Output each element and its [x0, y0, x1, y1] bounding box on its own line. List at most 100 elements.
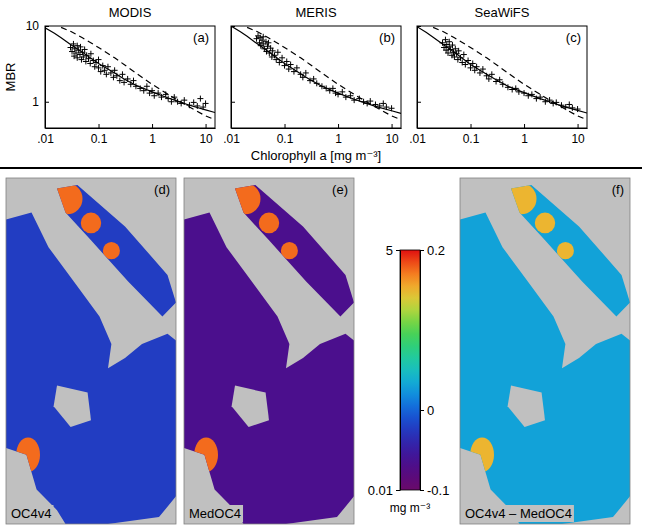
sea: [6, 213, 176, 524]
tick-mark: [152, 124, 153, 128]
colorbar-ramp: [400, 250, 420, 490]
tick: [417, 26, 421, 27]
data-point: [260, 34, 266, 40]
curve: [247, 27, 401, 119]
data-point: [110, 74, 116, 80]
coastal-value: [281, 242, 298, 259]
map-area: [460, 178, 630, 524]
data-point: [461, 52, 467, 58]
tick-label: .01: [409, 132, 426, 146]
tick-label: 1: [335, 132, 342, 146]
tick-label: 10: [385, 132, 399, 146]
tick: 1: [335, 124, 342, 146]
land: [6, 178, 176, 524]
panel: .010.1110110MODIS(a)MBR: [3, 5, 216, 146]
tick: 0.2: [420, 243, 445, 258]
tick-mark: [471, 124, 472, 128]
curve: [231, 26, 401, 113]
data-point: [456, 48, 462, 54]
tick-label: 0.1: [91, 132, 108, 146]
tick-mark: [392, 124, 393, 128]
tick-mark: [231, 102, 235, 103]
map-frame: [460, 178, 630, 524]
panel: .010.1110SeaWiFS(c): [409, 5, 587, 146]
tick-mark: [417, 102, 421, 103]
tick: 0.1: [91, 124, 108, 146]
data-point: [82, 46, 88, 52]
tick-label: 10: [199, 132, 213, 146]
data-point: [88, 51, 94, 57]
tick-label: -0.1: [427, 483, 449, 498]
axis-line: [46, 128, 216, 129]
map-caption: OC4v4: [11, 506, 51, 521]
tick-label: 5: [386, 243, 393, 258]
coastal-band: [470, 183, 574, 472]
panel-letter: (e): [332, 182, 348, 197]
tick-label: 10: [571, 132, 585, 146]
coastal-value: [16, 438, 40, 473]
panel-letter: (c): [566, 30, 581, 45]
tick: 10: [385, 124, 399, 146]
tick: 10: [26, 19, 49, 33]
map-panel: (f)OC4v4 – MedOC4: [460, 178, 630, 524]
tick-label: 0.2: [427, 243, 445, 258]
coastal-value: [81, 213, 101, 234]
curve: [61, 27, 215, 119]
tick-mark: [420, 250, 424, 251]
coastal-value: [52, 183, 83, 214]
tick-label: .01: [223, 132, 240, 146]
tick-mark: [285, 124, 286, 128]
map-caption: OC4v4 – MedOC4: [465, 506, 572, 521]
land: [54, 386, 91, 428]
coastal-value: [557, 242, 574, 259]
data-point: [275, 49, 281, 55]
panel-letter: (a): [193, 30, 209, 45]
data-point: [87, 60, 93, 66]
tick-mark: [420, 490, 424, 491]
tick: 0.1: [277, 124, 294, 146]
curve: [417, 27, 587, 113]
panel-title: MERIS: [295, 5, 337, 20]
tick: 5: [386, 243, 400, 258]
tick-label: 1: [149, 132, 156, 146]
land: [460, 178, 630, 524]
separator: [0, 167, 642, 169]
colorbar-axis: 0.2 0 -0.1: [420, 243, 449, 498]
colorbar-unit: mg m⁻³: [390, 501, 430, 515]
map-area: [184, 178, 354, 524]
tick-mark: [420, 410, 424, 411]
tick-mark: [206, 124, 207, 128]
tick-mark: [45, 26, 49, 27]
axis-line: [420, 251, 421, 491]
axis-line: [45, 27, 46, 129]
tick-mark: [578, 124, 579, 128]
tick-mark: [524, 124, 525, 128]
axis-title: Chlorophyll a [mg m⁻³]: [251, 148, 381, 163]
tick-mark: [417, 26, 421, 27]
coastal-value: [259, 213, 279, 234]
data-point: [566, 101, 572, 107]
x-axis: .01 0.1 1 10: [223, 124, 401, 146]
tick: 0.01: [368, 483, 400, 498]
data-point: [265, 40, 271, 46]
axis-line: [417, 27, 418, 129]
data-point: [259, 37, 265, 43]
tick-mark: [338, 124, 339, 128]
map-panel: (e)MedOC4: [184, 178, 354, 524]
coastal-band: [16, 183, 120, 472]
tick-label: 10: [26, 19, 40, 33]
colorbar-axis: 50.01: [368, 243, 401, 498]
axis-line: [400, 251, 401, 491]
tick-label: 1: [521, 132, 528, 146]
tick: 10: [199, 124, 213, 146]
coastal-value: [230, 183, 261, 214]
tick-label: 0: [427, 403, 434, 418]
plot-frame: [417, 26, 587, 128]
y-axis: 110: [26, 19, 49, 128]
panel-letter: (b): [379, 30, 395, 45]
tick: 1: [521, 124, 528, 146]
panel-letter: (d): [154, 182, 170, 197]
tick: 0: [420, 403, 434, 418]
caption-background: [9, 505, 53, 522]
plot-area: [45, 27, 215, 119]
